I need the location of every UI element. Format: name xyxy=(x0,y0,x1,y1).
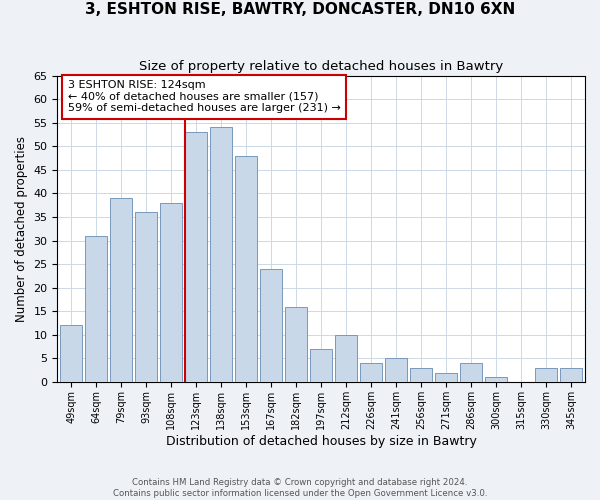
Bar xyxy=(110,198,133,382)
Bar xyxy=(310,349,332,382)
Bar xyxy=(160,203,182,382)
Bar xyxy=(360,363,382,382)
Text: 3 ESHTON RISE: 124sqm
← 40% of detached houses are smaller (157)
59% of semi-det: 3 ESHTON RISE: 124sqm ← 40% of detached … xyxy=(68,80,341,114)
Bar xyxy=(260,269,283,382)
Title: Size of property relative to detached houses in Bawtry: Size of property relative to detached ho… xyxy=(139,60,503,73)
Bar xyxy=(410,368,433,382)
Bar xyxy=(235,156,257,382)
Bar xyxy=(535,368,557,382)
Bar xyxy=(460,363,482,382)
Y-axis label: Number of detached properties: Number of detached properties xyxy=(15,136,28,322)
Bar xyxy=(285,306,307,382)
Text: 3, ESHTON RISE, BAWTRY, DONCASTER, DN10 6XN: 3, ESHTON RISE, BAWTRY, DONCASTER, DN10 … xyxy=(85,2,515,18)
Bar xyxy=(385,358,407,382)
X-axis label: Distribution of detached houses by size in Bawtry: Distribution of detached houses by size … xyxy=(166,434,476,448)
Bar xyxy=(435,372,457,382)
Bar xyxy=(60,326,82,382)
Bar xyxy=(210,128,232,382)
Bar xyxy=(485,377,508,382)
Bar xyxy=(185,132,208,382)
Bar xyxy=(335,335,358,382)
Bar xyxy=(560,368,583,382)
Bar xyxy=(135,212,157,382)
Bar xyxy=(85,236,107,382)
Text: Contains HM Land Registry data © Crown copyright and database right 2024.
Contai: Contains HM Land Registry data © Crown c… xyxy=(113,478,487,498)
